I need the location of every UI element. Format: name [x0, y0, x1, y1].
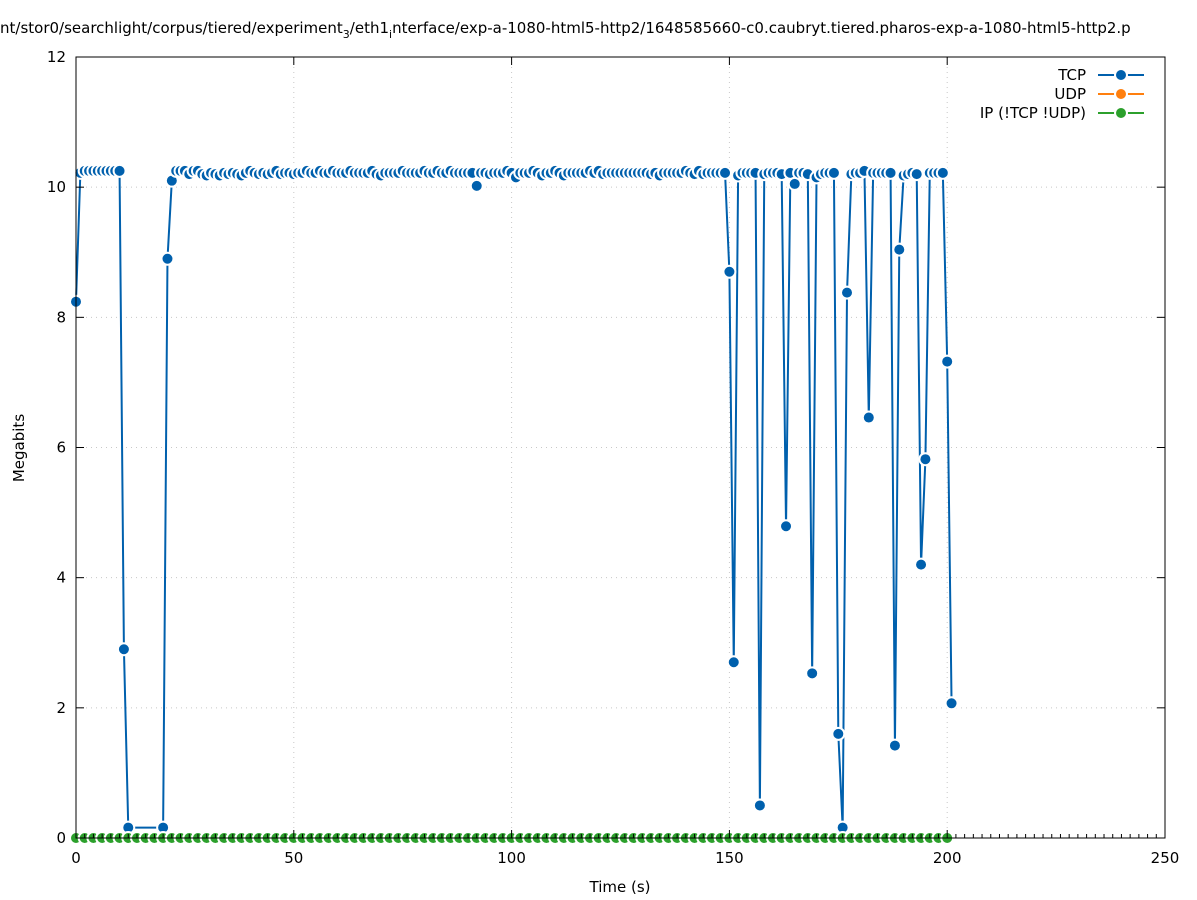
data-point — [918, 452, 933, 467]
chart-title-end: nterface/exp-a-1080-html5-http2/16485856… — [392, 19, 1131, 37]
x-tick-label-1: 50 — [284, 849, 303, 867]
data-point — [116, 642, 131, 657]
data-point — [160, 251, 175, 266]
series-0 — [69, 163, 959, 835]
data-point — [892, 242, 907, 257]
chart-title-mid: /eth1 — [350, 19, 389, 37]
data-point — [861, 410, 876, 425]
y-tick-label-3: 6 — [56, 439, 66, 457]
y-tick-label-2: 4 — [56, 569, 66, 587]
legend-label-2: IP (!TCP !UDP) — [980, 104, 1086, 122]
data-point — [805, 666, 820, 681]
data-point — [883, 165, 898, 180]
data-point — [112, 163, 127, 178]
data-point — [779, 519, 794, 534]
data-point — [914, 557, 929, 572]
data-point — [718, 165, 733, 180]
data-point — [944, 696, 959, 711]
y-tick-label-4: 8 — [56, 308, 66, 326]
chart-title-subscript-2: i — [389, 28, 392, 41]
x-tick-label-4: 200 — [933, 849, 962, 867]
data-point — [831, 726, 846, 741]
data-point — [826, 165, 841, 180]
legend-label-0: TCP — [1057, 66, 1086, 84]
data-point — [909, 167, 924, 182]
data-point — [840, 285, 855, 300]
series-area — [69, 163, 959, 845]
y-tick-label-6: 12 — [47, 48, 66, 66]
chart-title-subscript-1: 3 — [343, 28, 350, 41]
x-tick-label-3: 150 — [715, 849, 744, 867]
data-point — [469, 178, 484, 193]
data-point — [887, 738, 902, 753]
data-point — [726, 655, 741, 670]
legend-marker-0 — [1114, 68, 1128, 82]
data-point — [722, 264, 737, 279]
y-tick-label-0: 0 — [56, 829, 66, 847]
x-tick-label-5: 250 — [1151, 849, 1180, 867]
legend-marker-2 — [1114, 106, 1128, 120]
y-tick-label-1: 2 — [56, 699, 66, 717]
legend-label-1: UDP — [1054, 85, 1086, 103]
chart-title: nt/stor0/searchlight/corpus/tiered/exper… — [0, 19, 1131, 41]
data-point — [935, 165, 950, 180]
y-tick-label-5: 10 — [47, 178, 66, 196]
x-tick-label-2: 100 — [497, 849, 526, 867]
x-tick-label-0: 0 — [71, 849, 81, 867]
data-point — [940, 354, 955, 369]
axes: 0 50 100 150 200 250 0 2 4 6 8 10 12 — [47, 48, 1179, 867]
y-axis-title: Megabits — [10, 414, 28, 482]
x-axis-title: Time (s) — [589, 878, 651, 896]
legend-marker-1 — [1114, 87, 1128, 101]
data-point — [752, 798, 767, 813]
